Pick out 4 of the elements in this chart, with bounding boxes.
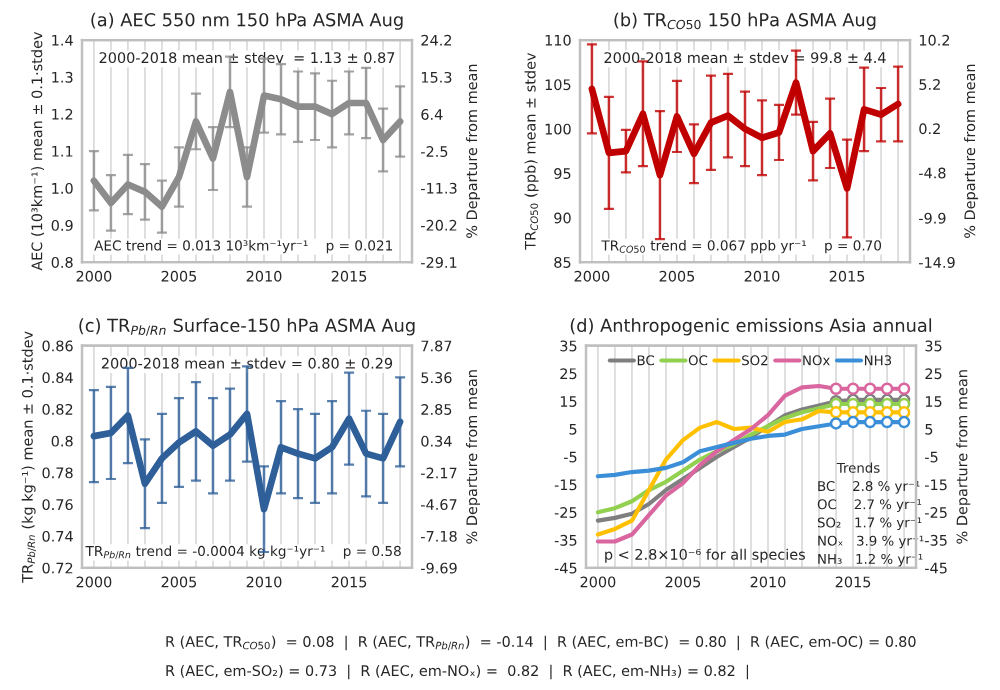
chart-title: (d) Anthropogenic emissions Asia annual xyxy=(570,318,932,336)
chart-title: (a) AEC 550 nm 150 hPa ASMA Aug xyxy=(91,12,403,30)
chart-title: (c) TR$_{Pb/Rn}$ Surface-150 hPa ASMA Aug xyxy=(79,318,415,336)
chart-title: (b) TR$_{CO50}$ 150 hPa ASMA Aug xyxy=(614,12,876,30)
